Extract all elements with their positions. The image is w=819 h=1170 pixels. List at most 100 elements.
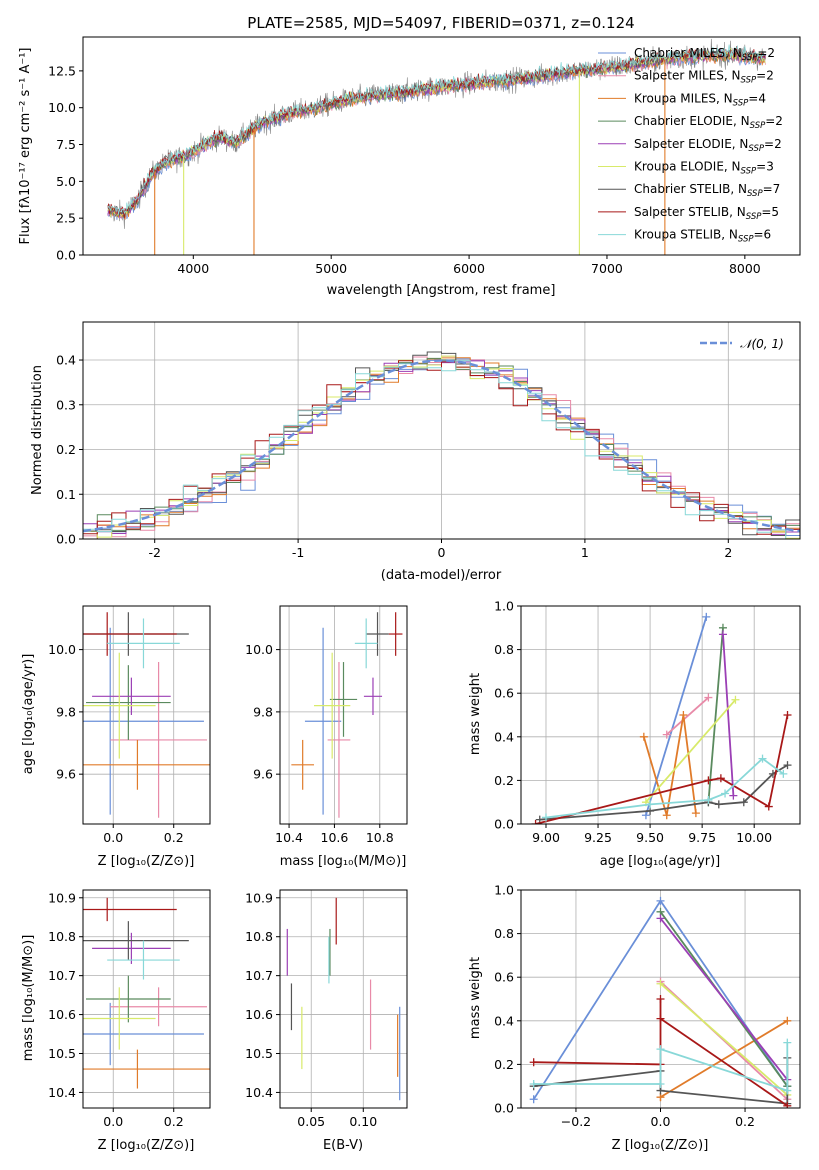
salpeter-stelib-errorbar bbox=[83, 897, 177, 922]
spectrum-xlabel: wavelength [Angstrom, rest frame] bbox=[327, 283, 556, 298]
kroupa-stelib-legend-label: Kroupa STELIB, NSSP=6 bbox=[634, 228, 771, 245]
kroupa-stelib-errorbar bbox=[354, 618, 378, 669]
y-tick-label: 5.0 bbox=[56, 174, 76, 189]
weight-marker bbox=[739, 798, 748, 807]
y-tick-label: 0.8 bbox=[494, 926, 514, 941]
y-tick-label: 0.6 bbox=[494, 686, 514, 701]
kroupa-stelib-model-line bbox=[107, 44, 766, 215]
plot-frame bbox=[520, 605, 801, 825]
chabrier-elodie-errorbar bbox=[86, 975, 171, 1023]
weight-line bbox=[645, 616, 708, 816]
weight-marker bbox=[656, 1045, 665, 1054]
weight-marker bbox=[758, 754, 767, 763]
chabrier-stelib-errorbar bbox=[366, 612, 389, 656]
weight-marker bbox=[783, 1016, 792, 1025]
weight-marker bbox=[721, 789, 730, 798]
weight-marker bbox=[764, 802, 773, 811]
plot-frame bbox=[82, 605, 211, 825]
kroupa-elodie-weight-series bbox=[641, 695, 740, 807]
y-tick-label: 0.1 bbox=[56, 487, 76, 502]
y-tick-label: 10.5 bbox=[48, 1046, 76, 1061]
weight-marker bbox=[679, 711, 688, 719]
weight-vs-age-ylabel: mass weight bbox=[468, 673, 483, 755]
residuals-panel: -2 -1 0 1 2 0.0 0.1 0.2 0.3 0.4 𝒩(0, 1) (data-mode… bbox=[30, 321, 801, 583]
weight-vs-Z-lines bbox=[529, 896, 792, 1108]
y-tick-label: 0.2 bbox=[56, 442, 76, 457]
kroupa-miles-errorbar bbox=[83, 1049, 210, 1089]
weight-vs-Z-xlabel: Z [log₁₀(Z/Z⊙)] bbox=[612, 1138, 709, 1153]
x-tick-label: 9.75 bbox=[688, 830, 716, 845]
weight-vs-age-panel: 9.00 9.25 9.50 9.75 10.000.00.20.40.60.81.0 … bbox=[468, 599, 801, 869]
x-tick-label: 8000 bbox=[729, 261, 761, 276]
y-tick-label: 1.0 bbox=[494, 599, 514, 614]
y-tick-label: 0.8 bbox=[494, 642, 514, 657]
spectrum-ticks: 4000 5000 6000 7000 8000 0.0 2.5 5.0 7.5 10.0 12.5 bbox=[48, 63, 761, 276]
kroupa-stelib-errorbar bbox=[107, 618, 180, 669]
weight-marker bbox=[656, 914, 665, 923]
x-tick-label: 0.2 bbox=[164, 1114, 184, 1129]
y-tick-label: 10.4 bbox=[48, 1085, 76, 1100]
plot-frame bbox=[82, 889, 211, 1109]
y-tick-label: 10.8 bbox=[48, 929, 76, 944]
x-tick-label: 0.10 bbox=[349, 1114, 377, 1129]
weight-line bbox=[707, 627, 724, 803]
kroupa-stelib-errorbar bbox=[107, 940, 180, 980]
x-tick-label: 2 bbox=[724, 545, 732, 560]
plot-frame bbox=[279, 889, 408, 1109]
age-vs-mass-xlabel: mass [log₁₀(M/M⊙)] bbox=[280, 854, 407, 869]
weight-vs-Z-ticks: −0.2 0.0 0.2 0.0 0.2 0.4 0.6 0.8 1.0 bbox=[494, 883, 755, 1130]
chabrier-elodie-legend-label: Chabrier ELODIE, NSSP=2 bbox=[634, 114, 783, 131]
weight-line bbox=[722, 634, 735, 796]
spectrum-panel: PLATE=2585, MJD=54097, FIBERID=0371, z=0… bbox=[18, 14, 801, 298]
gaussian-reference-curve bbox=[83, 359, 800, 533]
salpeter-elodie-weight-series bbox=[718, 630, 738, 800]
x-tick-label: 10.6 bbox=[321, 830, 349, 845]
salpeter-miles-legend-label: Salpeter MILES, NSSP=2 bbox=[634, 69, 774, 86]
y-tick-label: 10.4 bbox=[245, 1085, 273, 1100]
y-tick-label: 2.5 bbox=[56, 211, 76, 226]
x-tick-label: 10.8 bbox=[366, 830, 394, 845]
x-tick-label: 0 bbox=[438, 545, 446, 560]
x-tick-label: 9.00 bbox=[532, 830, 560, 845]
weight-vs-metallicity-panel: −0.2 0.0 0.2 0.0 0.2 0.4 0.6 0.8 1.0 Z [log₁₀(Z/… bbox=[468, 883, 801, 1153]
salpeter-stelib-errorbar bbox=[388, 612, 403, 656]
weight-marker bbox=[731, 695, 740, 704]
mass-vs-EBV-ticks: 0.05 0.10 10.4 10.5 10.6 10.7 10.8 10.9 bbox=[245, 890, 377, 1129]
chabrier-elodie-errorbar bbox=[329, 662, 358, 737]
x-tick-label: 0.0 bbox=[103, 830, 123, 845]
spectrum-title: PLATE=2585, MJD=54097, FIBERID=0371, z=0… bbox=[247, 14, 634, 32]
weight-marker bbox=[656, 995, 665, 1003]
x-tick-label: 4000 bbox=[177, 261, 209, 276]
weight-marker bbox=[639, 732, 648, 741]
weight-vs-age-ticks: 9.00 9.25 9.50 9.75 10.00 0.0 0.2 0.4 0.6 0.8 1.0 bbox=[494, 599, 772, 846]
y-tick-label: 0.0 bbox=[494, 817, 514, 832]
weight-marker bbox=[783, 761, 792, 770]
x-tick-label: 1 bbox=[581, 545, 589, 560]
weight-marker bbox=[656, 979, 665, 988]
weight-marker bbox=[656, 896, 665, 905]
x-tick-label: 6000 bbox=[453, 261, 485, 276]
salpeter-miles-errorbar bbox=[110, 662, 207, 818]
weight-line bbox=[660, 1020, 788, 1098]
kroupa-miles-errorbar bbox=[291, 739, 315, 790]
x-tick-label: 0.2 bbox=[164, 830, 184, 845]
weight-marker bbox=[662, 730, 671, 739]
residuals-ylabel: Normed distribution bbox=[30, 365, 45, 495]
chabrier-miles-errorbar bbox=[304, 627, 342, 815]
salpeter-elodie-errorbar bbox=[363, 677, 383, 715]
salpeter-miles-weight-series bbox=[662, 693, 713, 739]
age-vs-Z-ticks: 0.0 0.2 9.6 9.8 10.0 bbox=[48, 642, 184, 845]
weight-line bbox=[659, 917, 789, 1081]
spectrum-legend: Chabrier MILES, NSSP=2 Salpeter MILES, NS… bbox=[598, 46, 783, 245]
x-tick-label: 5000 bbox=[315, 261, 347, 276]
kroupa-miles-weight-series bbox=[639, 711, 700, 820]
weight-marker bbox=[529, 1080, 538, 1089]
weight-line bbox=[645, 699, 737, 803]
salpeter-stelib-errorbar bbox=[83, 612, 177, 656]
kroupa-stelib-weight-series bbox=[529, 1038, 792, 1095]
kroupa-elodie-errorbar bbox=[83, 652, 156, 759]
y-tick-label: 10.7 bbox=[48, 968, 76, 983]
weight-marker bbox=[716, 774, 725, 783]
kroupa-stelib-histogram bbox=[83, 360, 800, 539]
